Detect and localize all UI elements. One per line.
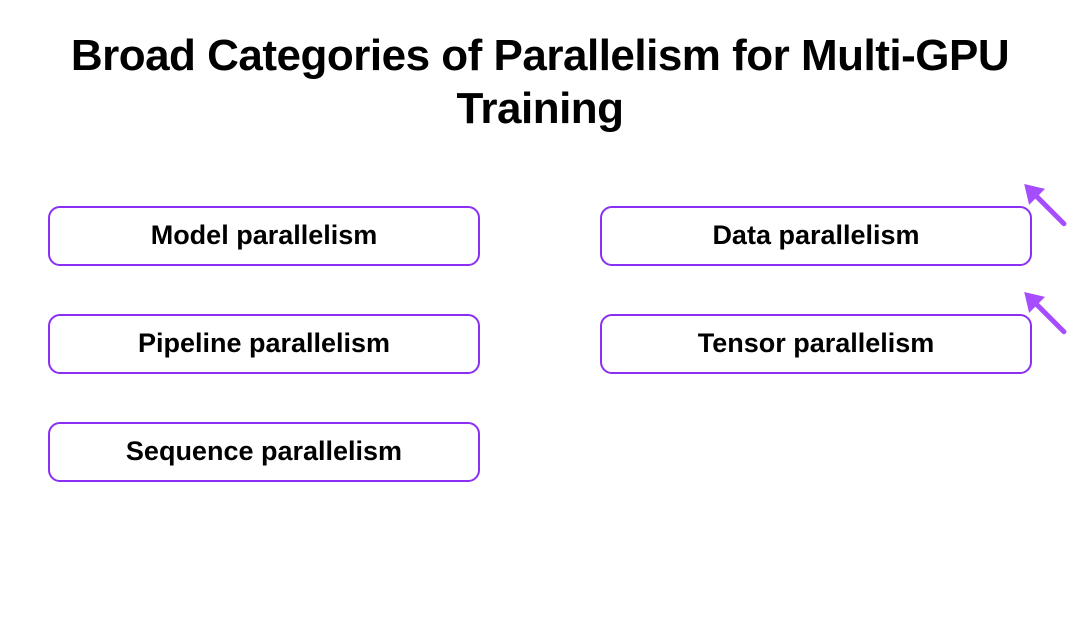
category-box: Tensor parallelism: [600, 314, 1032, 374]
category-label: Sequence parallelism: [126, 436, 402, 467]
category-box: Sequence parallelism: [48, 422, 480, 482]
category-box: Model parallelism: [48, 206, 480, 266]
diagram-title: Broad Categories of Parallelism for Mult…: [40, 30, 1040, 136]
category-label: Pipeline parallelism: [138, 328, 390, 359]
category-box: Pipeline parallelism: [48, 314, 480, 374]
category-label: Data parallelism: [712, 220, 919, 251]
diagram-container: Broad Categories of Parallelism for Mult…: [0, 0, 1080, 628]
category-label: Tensor parallelism: [698, 328, 935, 359]
pointer-arrow-icon: [995, 155, 1080, 251]
pointer-arrow-icon: [995, 263, 1080, 359]
boxes-grid: Model parallelism Data parallelism Pipelin…: [40, 206, 1040, 482]
category-label: Model parallelism: [151, 220, 378, 251]
category-box: Data parallelism: [600, 206, 1032, 266]
